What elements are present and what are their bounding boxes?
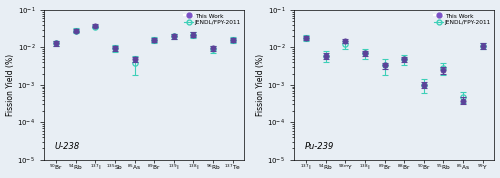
Y-axis label: Fission Yield (%): Fission Yield (%)	[6, 54, 15, 116]
Legend: This Work, JENDL/FPY-2011: This Work, JENDL/FPY-2011	[184, 13, 242, 25]
Text: Pu-239: Pu-239	[304, 142, 334, 151]
Text: U-238: U-238	[54, 142, 80, 151]
Legend: This Work, JENDL/FPY-2011: This Work, JENDL/FPY-2011	[434, 13, 492, 25]
Y-axis label: Fission Yield (%): Fission Yield (%)	[256, 54, 264, 116]
